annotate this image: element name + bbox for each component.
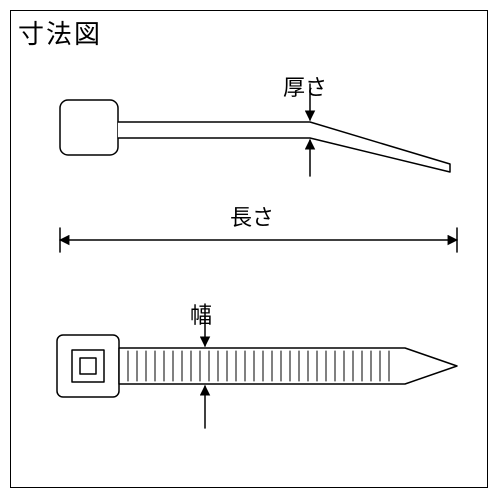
front-view-strap xyxy=(119,348,457,384)
diagram-svg xyxy=(10,10,488,488)
top-view-head xyxy=(60,100,118,155)
top-view-strap xyxy=(118,122,450,172)
front-view-head-pawl xyxy=(80,358,96,374)
